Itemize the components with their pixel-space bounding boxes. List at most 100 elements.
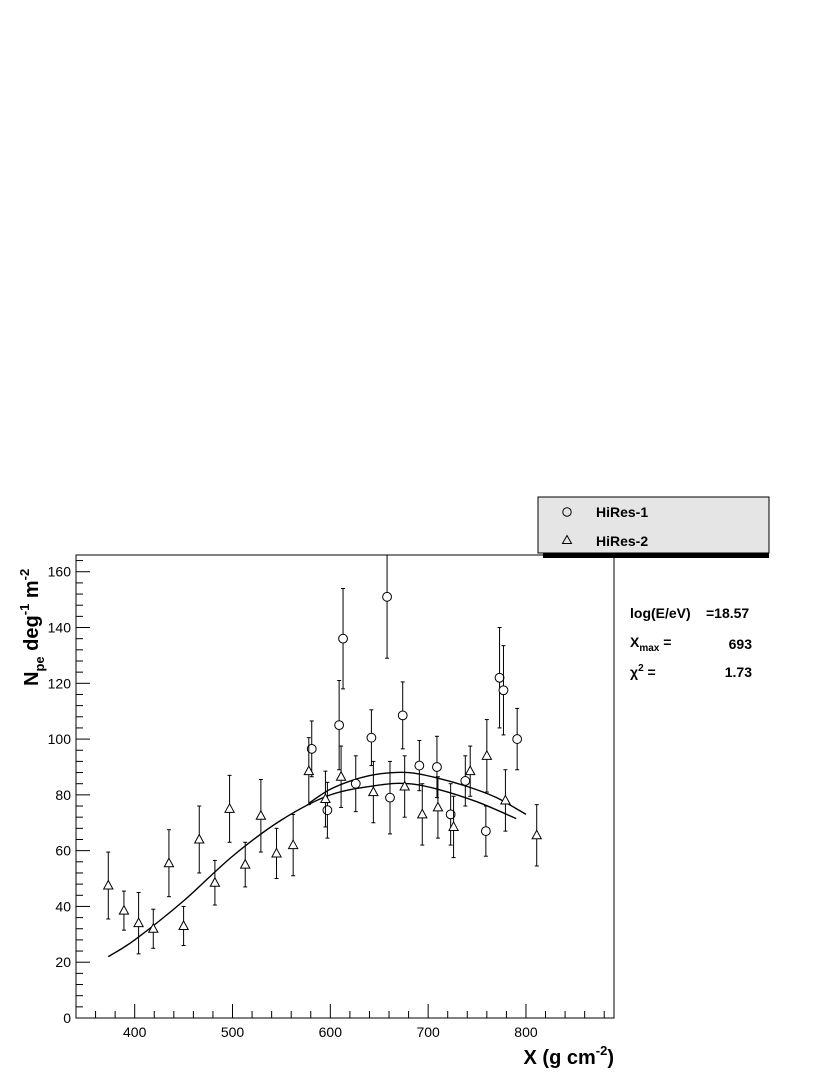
hires-2-point	[499, 769, 511, 832]
triangle-marker	[255, 809, 267, 820]
triangle-marker	[531, 829, 543, 840]
circle-marker	[512, 734, 523, 744]
chi2-label-eq: =	[644, 664, 656, 680]
hires-2-point	[102, 851, 114, 920]
circle-marker	[414, 760, 425, 771]
triangle-marker	[319, 793, 331, 804]
fit-curve-1	[107, 782, 517, 958]
circle-marker	[322, 805, 333, 816]
circle-marker	[350, 778, 361, 789]
y-axis-label-sup2: -2	[17, 569, 32, 581]
y-axis-label: Npe deg-1 m-2	[17, 569, 47, 686]
triangle-marker	[448, 820, 460, 831]
fit-curve-2	[308, 771, 527, 815]
legend-circle-marker	[562, 507, 572, 517]
hires-1-point	[432, 735, 442, 799]
triangle-marker	[133, 917, 145, 928]
y-tick-label: 20	[55, 954, 71, 970]
circle-marker	[460, 776, 471, 786]
chi2-label-sup: 2	[638, 663, 644, 674]
triangle-marker	[147, 922, 159, 933]
hires-2-point	[448, 795, 460, 859]
x-axis-label-close: )	[607, 1047, 614, 1069]
triangle-marker	[399, 780, 411, 791]
xmax-label-sub: max	[639, 643, 659, 654]
y-tick-label: 100	[48, 731, 72, 747]
hires-1-point	[385, 760, 395, 835]
hires-1-point	[512, 707, 523, 771]
x-tick-label: 800	[514, 1024, 538, 1040]
energy-value: =18.57	[706, 605, 749, 621]
circle-marker	[432, 762, 442, 772]
xmax-value: 693	[729, 636, 753, 652]
triangle-marker	[367, 786, 379, 797]
hires-2-point	[399, 755, 411, 818]
hires-1-point	[338, 587, 348, 690]
hires-1-point	[414, 739, 425, 792]
y-tick-label: 40	[55, 898, 71, 914]
hires-2-point	[239, 841, 251, 888]
circle-marker	[382, 591, 392, 602]
hires-1-point	[306, 720, 317, 778]
axes: 400 500 600 700 800 0 20 40 60 80 100 120 140 160	[48, 560, 605, 1040]
chi2-label: χ2 =	[630, 663, 656, 680]
y-tick-label: 140	[48, 620, 72, 636]
y-tick-label: 60	[55, 843, 71, 859]
data-points	[102, 555, 543, 955]
circle-marker	[366, 732, 377, 743]
y-tick-label: 160	[48, 564, 72, 580]
energy-label: log(E/eV)	[630, 605, 691, 621]
y-axis-label-n: N	[21, 672, 43, 686]
x-axis-label: X (g cm-2)	[524, 1043, 614, 1069]
y-axis-label-sup1: -1	[17, 604, 32, 616]
hires-2-point	[367, 760, 379, 824]
triangle-marker	[287, 839, 299, 850]
hires-1-point	[397, 681, 408, 750]
x-axis-label-main: X (g cm	[524, 1047, 596, 1069]
fit-curves	[107, 771, 527, 958]
hires-2-point	[432, 776, 444, 839]
hires-2-point	[271, 827, 282, 880]
circle-marker	[397, 710, 408, 721]
hires-1-point	[350, 755, 361, 813]
hires-2-point	[178, 905, 190, 946]
triangle-marker	[178, 919, 190, 930]
hires-1-point	[366, 709, 377, 767]
circle-marker	[306, 743, 317, 754]
triangle-marker	[193, 833, 205, 844]
legend: HiRes-1 HiRes-2	[537, 496, 770, 558]
y-axis-label-deg: deg	[21, 615, 43, 656]
circle-marker	[498, 685, 509, 696]
circle-marker	[480, 826, 491, 837]
hires-1-point	[480, 805, 491, 857]
chi2-label-main: χ	[630, 664, 638, 680]
triangle-marker	[118, 904, 130, 915]
legend-label-hires-2: HiRes-2	[596, 533, 648, 549]
xmax-label: Xmax =	[630, 634, 671, 654]
hires-1-point	[498, 645, 509, 736]
hires-2-point	[464, 745, 476, 797]
hires-1-point	[494, 627, 505, 729]
hires-2-point	[209, 859, 221, 906]
triangle-marker	[224, 802, 236, 813]
circle-marker	[334, 720, 345, 731]
hires-1-point	[334, 680, 345, 771]
chi2-value: 1.73	[725, 664, 752, 680]
xmax-label-eq: =	[659, 634, 671, 650]
hires-2-point	[531, 804, 543, 867]
hires-2-point	[163, 829, 175, 898]
hires-2-point	[118, 890, 130, 931]
hires-2-point	[255, 779, 267, 853]
x-tick-label: 500	[221, 1024, 245, 1040]
x-tick-label: 400	[123, 1024, 147, 1040]
hires-2-point	[481, 719, 493, 793]
legend-box	[537, 496, 770, 554]
triangle-marker	[163, 857, 175, 868]
legend-label-hires-1: HiRes-1	[596, 504, 648, 520]
y-tick-label: 80	[55, 787, 71, 803]
triangle-marker	[416, 808, 428, 819]
hires-2-point	[147, 908, 159, 949]
circle-marker	[385, 792, 395, 803]
y-tick-label: 120	[48, 675, 72, 691]
triangle-marker	[239, 858, 251, 869]
